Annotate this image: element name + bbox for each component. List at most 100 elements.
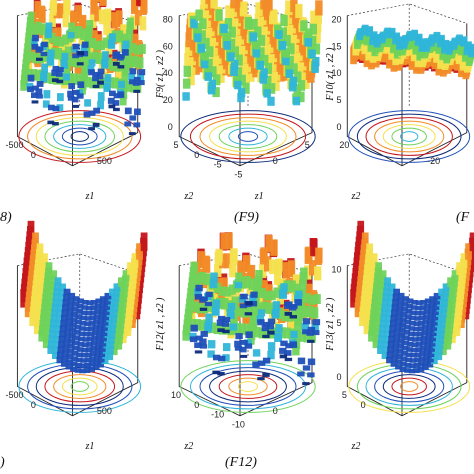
- surface-patch: [108, 40, 116, 49]
- surface-patch: [391, 355, 398, 362]
- surface-patch: [110, 314, 117, 324]
- surface-patch: [279, 41, 287, 50]
- surface-patch: [108, 293, 116, 302]
- surface-patch: [57, 351, 64, 359]
- surface-patch: [77, 51, 85, 56]
- surface-patch: [253, 326, 261, 338]
- surface-patch: [194, 342, 202, 348]
- surface-patch: [72, 43, 80, 50]
- surface-patch: [101, 58, 109, 68]
- surface-patch: [257, 309, 266, 317]
- surface-patch: [424, 298, 432, 304]
- surface-patch: [237, 261, 246, 278]
- surface-patch: [409, 363, 416, 368]
- surface-patch: [427, 350, 435, 357]
- surface-patch: [99, 296, 107, 302]
- surface-patch: [308, 332, 316, 343]
- surface-patch: [238, 323, 246, 335]
- surface-patch: [60, 320, 68, 327]
- surface-patch: [96, 52, 103, 64]
- surface-patch: [261, 325, 269, 332]
- surface-patch: [256, 60, 264, 70]
- y-tick-label: 20: [339, 140, 349, 150]
- surface-patch: [262, 30, 270, 44]
- surface-patch: [89, 356, 97, 362]
- x-tick-label: 0: [273, 406, 278, 416]
- surface-patch: [100, 334, 107, 342]
- surface-patch: [66, 359, 73, 365]
- surface-patch: [81, 300, 89, 305]
- surface-patch: [222, 354, 230, 362]
- surface-patch: [62, 299, 70, 306]
- surface-patch: [404, 319, 412, 325]
- surface-patch: [418, 356, 426, 362]
- surface-patch: [59, 325, 67, 332]
- surface-patch: [217, 315, 226, 321]
- surface-patch: [92, 75, 99, 82]
- surface-patch: [98, 306, 106, 313]
- surface-patch: [118, 54, 125, 59]
- surface-patch: [197, 43, 206, 53]
- y-tick-label: 5: [173, 140, 178, 150]
- surface-patch: [411, 337, 419, 342]
- surface-patch: [133, 122, 141, 128]
- surface-patch: [357, 28, 365, 36]
- surface-patch: [287, 260, 296, 278]
- surface-patch: [71, 73, 78, 85]
- surface-patch: [88, 361, 96, 367]
- surface-patch: [422, 359, 430, 365]
- surface-patch: [366, 26, 373, 35]
- surface-patch: [80, 44, 88, 52]
- surface-patch: [95, 338, 103, 344]
- surface-patch: [63, 71, 70, 81]
- surface-patch: [447, 41, 454, 49]
- surface-patch: [295, 3, 303, 19]
- surface-patch: [70, 322, 77, 328]
- surface-patch: [51, 303, 59, 312]
- surface-patch: [122, 40, 130, 48]
- surface-patch: [258, 21, 266, 35]
- surface-patch: [83, 368, 91, 373]
- surface-patch: [35, 88, 43, 95]
- surface-patch: [394, 324, 402, 331]
- contour-ring: [382, 374, 436, 399]
- surface-patch: [308, 295, 316, 305]
- surface-patch: [442, 283, 450, 292]
- surface-patch: [41, 41, 48, 48]
- surface-patch: [67, 298, 75, 304]
- surface-patch: [451, 270, 459, 282]
- surface-patch: [113, 93, 121, 99]
- surface-patch: [379, 31, 387, 40]
- surface-patch: [261, 301, 269, 314]
- surface-patch: [427, 311, 435, 318]
- surface-patch: [70, 317, 78, 323]
- surface-patch: [94, 309, 102, 315]
- surface-patch: [61, 62, 68, 69]
- surface-patch: [285, 69, 294, 78]
- surface-patch: [191, 301, 199, 312]
- surface-patch: [113, 51, 121, 57]
- surface-patch: [285, 311, 294, 322]
- surface-patch: [429, 296, 436, 302]
- z-tick-label: 5: [337, 95, 342, 105]
- surface-patch: [221, 320, 230, 327]
- surface-patch: [304, 265, 312, 280]
- surface-patch: [441, 335, 448, 345]
- surface-patch: [94, 303, 102, 309]
- surface-patch: [76, 62, 84, 66]
- surface-patch: [92, 330, 99, 336]
- surface-patch: [208, 79, 216, 89]
- surface-patch: [39, 23, 47, 36]
- surface-patch: [219, 253, 227, 269]
- surface-patch: [415, 347, 422, 352]
- surface-patch: [267, 351, 275, 360]
- surface-patch: [103, 298, 111, 305]
- surface-patch: [184, 41, 193, 56]
- surface-patch: [96, 327, 104, 334]
- contour-ring: [228, 127, 268, 146]
- surface-patch: [426, 322, 434, 329]
- x-axis-title: z1: [254, 191, 264, 202]
- contour-ring: [61, 127, 98, 146]
- y-tick-label: -10: [232, 419, 245, 429]
- surface-patch: [94, 343, 102, 350]
